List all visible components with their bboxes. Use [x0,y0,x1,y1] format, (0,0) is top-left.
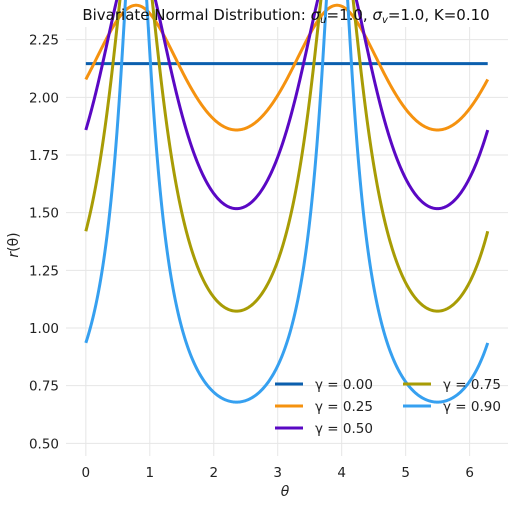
legend-label: γ = 0.75 [443,377,501,393]
y-tick-label: 1.25 [29,263,59,279]
x-tick-label: 1 [145,465,154,481]
y-tick-label: 2.25 [29,33,59,49]
series-lines [84,0,490,404]
x-axis-label: θ [281,484,290,500]
x-tick-label: 0 [82,465,91,481]
legend-label: γ = 0.00 [315,377,373,393]
legend: γ = 0.00 γ = 0.25 γ = 0.50 γ = 0.75 γ = 0.90 [275,377,501,437]
grid [66,27,508,456]
y-axis-label: r(θ) [6,232,22,257]
legend-label: γ = 0.90 [443,399,501,415]
y-tick-label: 1.00 [29,321,59,337]
legend-label: γ = 0.25 [315,399,373,415]
series-line [84,0,490,404]
y-tick-label: 0.75 [29,379,59,395]
series-line [84,0,490,211]
y-tick-label: 1.75 [29,148,59,164]
x-tick-label: 5 [401,465,410,481]
x-tick-label: 2 [209,465,218,481]
y-tick-label: 0.50 [29,436,59,452]
legend-label: γ = 0.50 [315,421,373,437]
y-tick-label: 1.50 [29,206,59,222]
y-tick-label: 2.00 [29,90,59,106]
series-line [84,0,490,313]
x-tick-label: 4 [337,465,346,481]
chart-title: Bivariate Normal Distribution: σu=1.0, σ… [82,6,489,26]
tick-labels: 0 1 2 3 4 5 6 0.50 0.75 1.00 1.25 1.50 1.75 2.00 2.25 [29,33,474,481]
x-tick-label: 3 [273,465,282,481]
x-tick-label: 6 [465,465,474,481]
